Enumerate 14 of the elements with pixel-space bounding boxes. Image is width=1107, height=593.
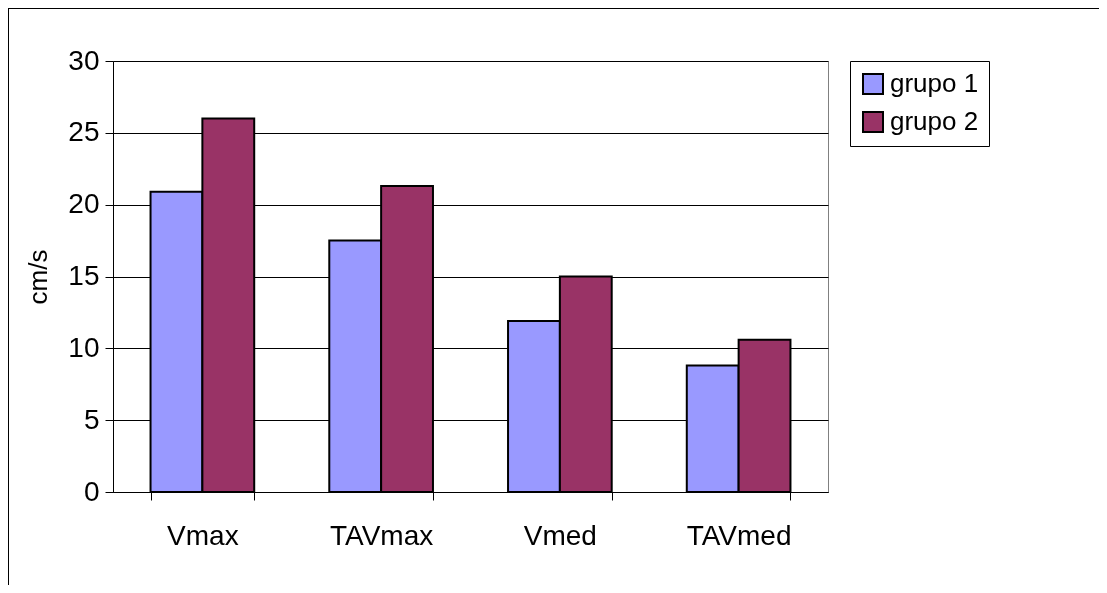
x-tick-label: Vmed: [523, 519, 597, 551]
x-tick-label: Vmax: [167, 519, 239, 551]
x-tick-label: TAVmed: [686, 519, 792, 551]
y-tick-label: 15: [68, 260, 100, 291]
y-tick-label: 5: [83, 403, 100, 435]
y-tick-label: 25: [68, 116, 100, 148]
legend-label: grupo 2: [890, 106, 979, 136]
y-tick-label: 10: [68, 331, 100, 363]
y-tick-label: 30: [68, 44, 100, 76]
y-tick-label: 0: [83, 475, 100, 507]
y-tick-label: 20: [68, 188, 100, 220]
y-axis-title: cm/s: [23, 249, 54, 305]
legend-label: grupo 1: [890, 68, 979, 98]
x-tick-label: TAVmax: [330, 519, 434, 551]
